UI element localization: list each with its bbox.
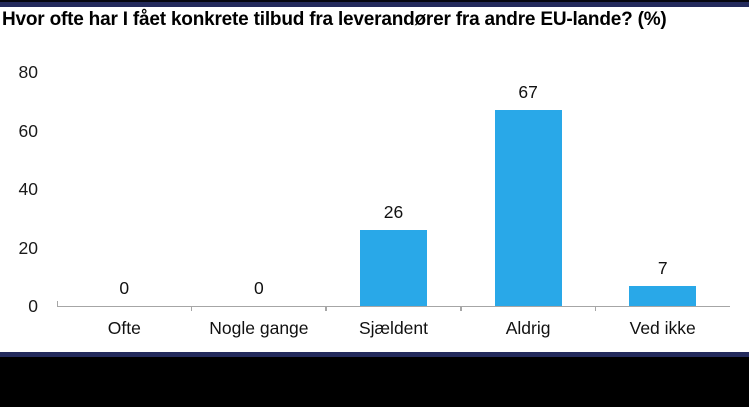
- bottom-navy-border: [0, 352, 749, 357]
- top-edge-black-strip: [0, 0, 749, 2]
- x-axis-category-label: Ofte: [107, 318, 141, 338]
- x-axis-category-label: Sjældent: [358, 318, 429, 338]
- x-axis-tick: [594, 306, 597, 311]
- data-label: 26: [383, 201, 404, 222]
- x-axis-tick: [325, 306, 327, 311]
- chart-title: Hvor ofte har I fået konkrete tilbud fra…: [2, 9, 667, 30]
- y-axis-tick-label: 0: [28, 296, 38, 316]
- y-axis-tick-label: 40: [18, 179, 38, 199]
- top-navy-border: [0, 2, 749, 7]
- x-axis-tick: [190, 306, 193, 311]
- bar-sjældent: [360, 229, 427, 306]
- y-axis-tick-label: 20: [18, 237, 38, 258]
- bar-ved-ikke: [629, 285, 697, 306]
- y-axis-stub: [56, 301, 58, 306]
- bar-aldrig: [494, 110, 562, 306]
- data-label: 7: [657, 257, 668, 278]
- data-label: 67: [518, 82, 538, 103]
- data-label: 0: [119, 278, 130, 298]
- y-axis-tick-label: 80: [18, 62, 38, 82]
- y-axis-tick-label: 60: [18, 120, 38, 141]
- x-axis-category-label: Ved ikke: [629, 318, 696, 338]
- x-axis-tick: [460, 306, 462, 311]
- data-label: 0: [254, 278, 264, 298]
- x-axis-category-label: Nogle gange: [209, 318, 309, 338]
- x-axis-category-label: Aldrig: [505, 318, 551, 338]
- bottom-black-footer: [0, 357, 749, 407]
- x-axis-line: [57, 305, 730, 307]
